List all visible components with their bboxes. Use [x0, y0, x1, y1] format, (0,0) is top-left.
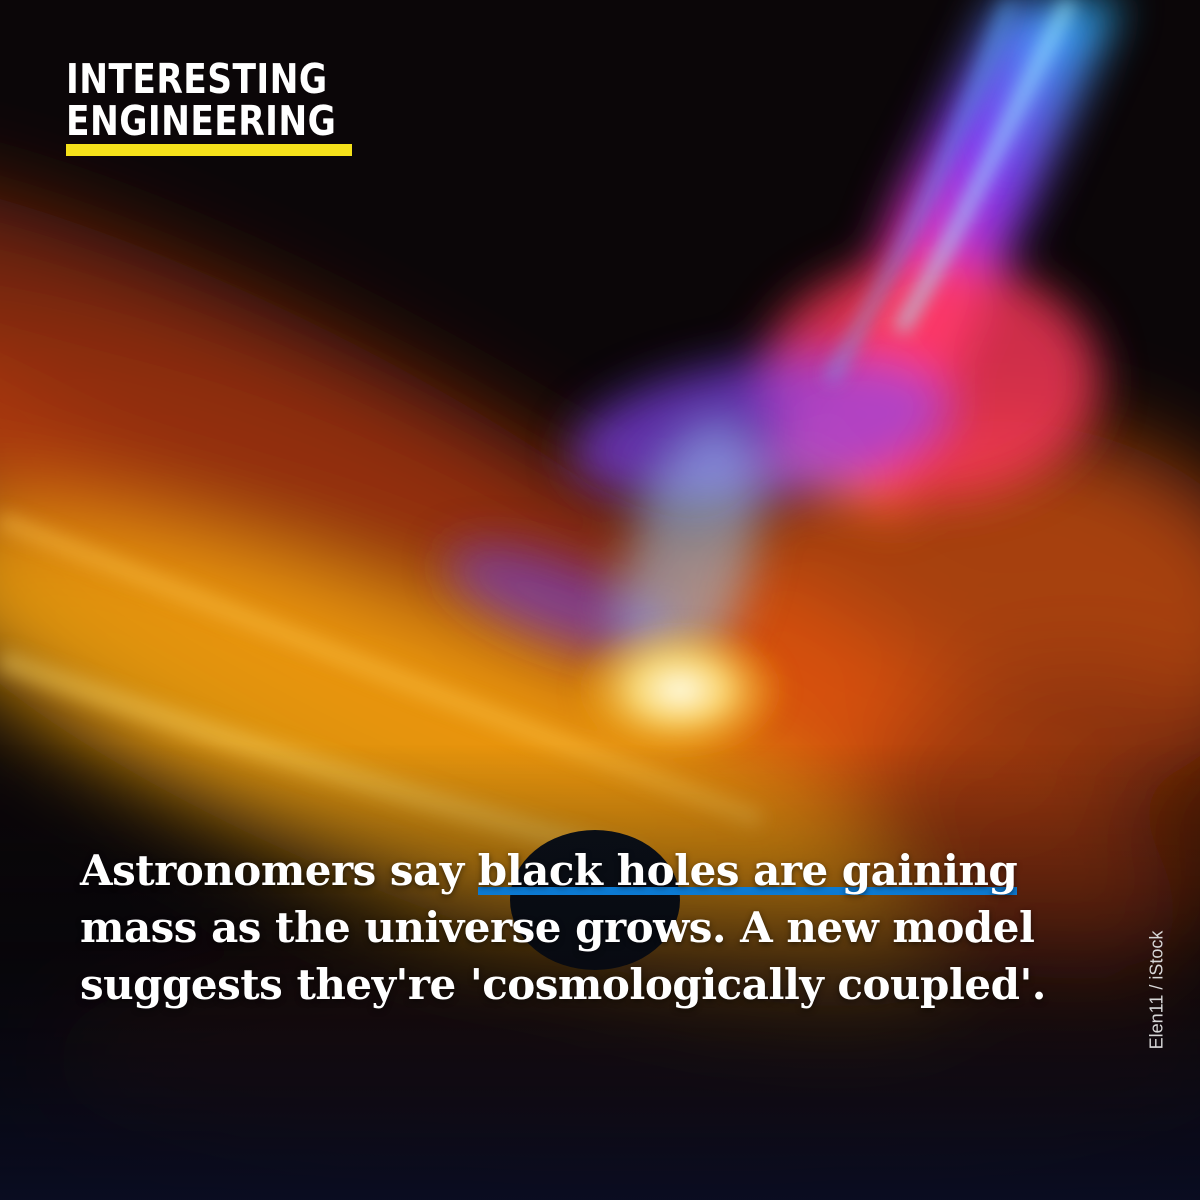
brand-logo[interactable]: INTERESTING ENGINEERING [66, 55, 352, 156]
logo-line-2: ENGINEERING [66, 97, 337, 145]
headline: Astronomers say black holes are gaining … [80, 842, 1120, 1013]
logo-line-1: INTERESTING [66, 55, 328, 103]
photo-credit: Elen11 / iStock [1146, 930, 1167, 1050]
headline-text-start: Astronomers say [80, 846, 478, 895]
headline-text-end: mass as the universe grows. A new model … [80, 903, 1046, 1009]
logo-accent-bar [66, 144, 352, 156]
headline-highlight: black holes are gaining [477, 846, 1018, 895]
